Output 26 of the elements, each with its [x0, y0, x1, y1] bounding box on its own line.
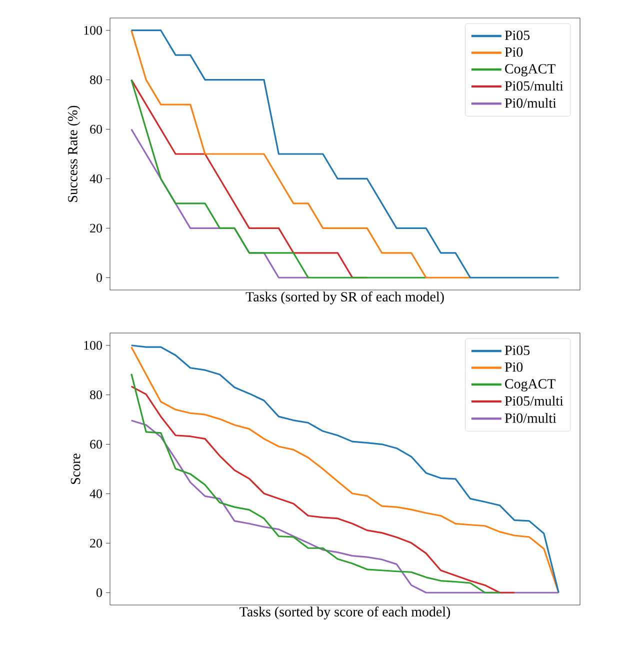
y-tick-label: 100: [84, 340, 102, 350]
legend-label: Pi05: [504, 30, 530, 40]
y-tick-label: 60: [90, 124, 102, 134]
y-tick-label: 40: [90, 174, 102, 184]
legend-label: Pi0/multi: [504, 98, 556, 108]
legend-label: Pi05: [504, 346, 530, 356]
legend-label: Pi05/multi: [504, 80, 564, 91]
legend-label: CogACT: [505, 64, 556, 76]
y-tick-label: 80: [90, 75, 102, 84]
y-axis-title: Success Rate (%): [68, 106, 80, 202]
legend-label: Pi0: [504, 362, 523, 372]
y-tick-label: 20: [90, 538, 102, 548]
y-tick-label: 20: [90, 224, 102, 233]
x-axis-title: Tasks (sorted by SR of each model): [246, 292, 444, 304]
legend-label: CogACT: [505, 379, 556, 392]
y-tick-label: 80: [90, 390, 102, 400]
legend-label: Pi0: [504, 47, 523, 57]
legend-label: Pi05/multi: [504, 396, 564, 406]
y-tick-label: 40: [90, 489, 102, 498]
y-axis-title: Score: [70, 454, 80, 484]
y-tick-label: 0: [96, 588, 102, 598]
y-tick-label: 60: [90, 440, 102, 449]
x-axis-title: Tasks (sorted by score of each model): [240, 606, 450, 620]
legend-label: Pi0/multi: [504, 413, 556, 423]
y-tick-label: 100: [84, 26, 102, 35]
y-tick-label: 0: [96, 273, 102, 282]
